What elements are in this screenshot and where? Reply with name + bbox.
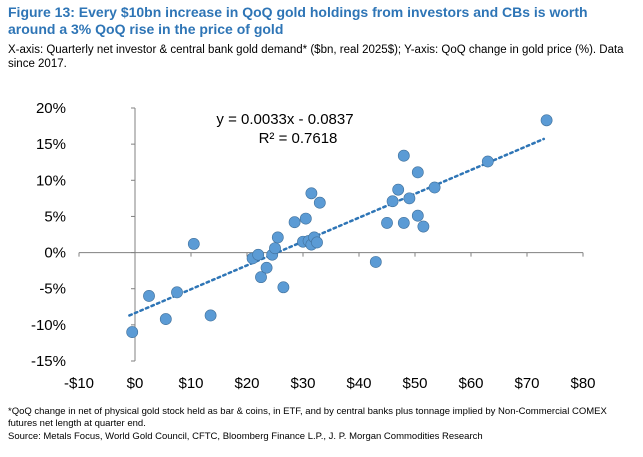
chart-labels: 20% 15% 10% 5% 0% -5% -10% -15% -$10 $0 $10 $20 $30 $…	[31, 100, 596, 392]
data-point	[311, 236, 323, 249]
data-point	[411, 209, 424, 222]
data-point	[255, 271, 267, 284]
x-tick-label: $70	[514, 375, 539, 392]
data-point	[417, 220, 430, 233]
regression-equation: y = 0.0033x - 0.0837	[216, 111, 353, 128]
data-point	[288, 216, 301, 229]
y-tick-label: 0%	[44, 245, 66, 262]
chart-title: Figure 13: Every $10bn increase in QoQ g…	[8, 4, 588, 37]
data-points	[126, 114, 553, 338]
data-point	[269, 242, 281, 255]
data-point	[252, 248, 265, 261]
data-point	[187, 237, 200, 250]
y-tick-label: -15%	[31, 353, 66, 370]
source-note: Source: Metals Focus, World Gold Council…	[8, 431, 483, 442]
data-point	[386, 195, 399, 208]
trendline	[128, 137, 546, 317]
data-point	[143, 290, 155, 302]
data-point	[397, 149, 410, 162]
data-point	[381, 217, 393, 229]
r-squared-label: R² = 0.7618	[259, 130, 338, 147]
data-point	[159, 313, 172, 325]
trendline-group	[128, 137, 546, 317]
y-tick-label: -10%	[31, 317, 66, 334]
x-tick-label: $0	[127, 375, 144, 392]
x-tick-label: $30	[290, 375, 315, 392]
data-point	[481, 155, 494, 168]
data-point	[260, 261, 273, 274]
chart-axes	[78, 107, 584, 362]
x-tick-label: $20	[234, 375, 259, 392]
data-point	[204, 309, 217, 322]
data-point	[171, 286, 183, 299]
data-point	[369, 256, 382, 268]
data-point	[126, 326, 139, 338]
x-tick-label: $10	[178, 375, 203, 392]
data-point	[540, 114, 553, 127]
x-tick-label: $50	[402, 375, 427, 392]
y-tick-label: -5%	[39, 281, 66, 298]
data-point	[299, 212, 312, 225]
data-point	[428, 181, 441, 194]
x-tick-label: $40	[346, 375, 371, 392]
y-tick-label: 20%	[36, 100, 66, 117]
data-point	[271, 231, 284, 244]
data-point	[313, 196, 326, 209]
y-tick-label: 15%	[36, 136, 66, 153]
data-point	[277, 281, 290, 294]
data-point	[397, 217, 410, 229]
y-tick-label: 10%	[36, 172, 66, 189]
data-point	[392, 183, 405, 196]
y-tick-label: 5%	[44, 208, 66, 225]
footnote: *QoQ change in net of physical gold stoc…	[8, 406, 607, 429]
data-point	[403, 192, 416, 205]
x-tick-label: -$10	[64, 375, 94, 392]
data-point	[411, 166, 424, 179]
data-point	[305, 187, 318, 200]
x-tick-label: $60	[458, 375, 483, 392]
x-tick-label: $80	[570, 375, 595, 392]
chart-subtitle: X-axis: Quarterly net investor & central…	[8, 44, 624, 70]
